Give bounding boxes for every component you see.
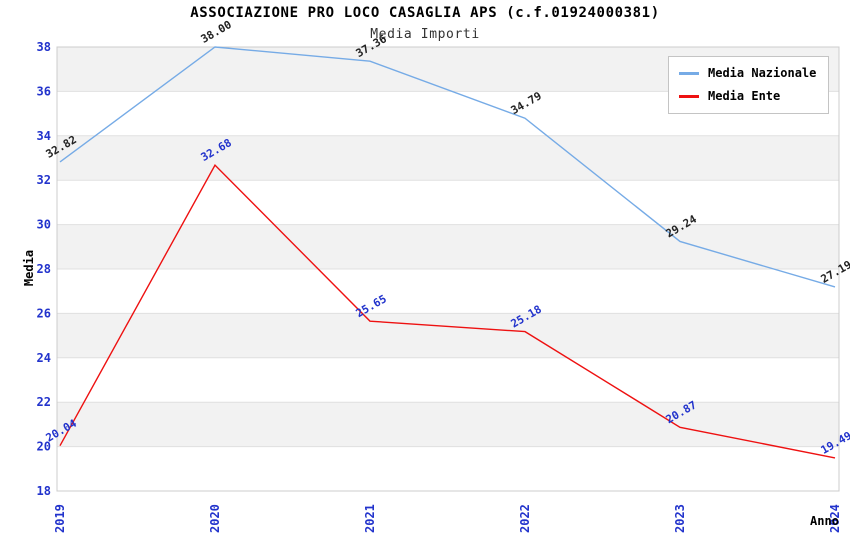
x-tick-label: 2021 xyxy=(363,504,377,533)
y-tick-label: 26 xyxy=(37,306,51,320)
legend-swatch-media-ente xyxy=(679,94,699,98)
y-tick-label: 22 xyxy=(37,395,51,409)
y-tick-label: 24 xyxy=(37,351,51,365)
x-tick-label: 2019 xyxy=(53,504,67,533)
plot-band xyxy=(57,313,839,358)
chart-title: ASSOCIAZIONE PRO LOCO CASAGLIA APS (c.f.… xyxy=(190,5,660,21)
y-tick-label: 30 xyxy=(37,218,51,232)
plot-band xyxy=(57,402,839,447)
plot-border xyxy=(56,46,840,492)
y-tick-label: 28 xyxy=(37,262,51,276)
x-tick-label: 2022 xyxy=(518,504,532,533)
chart-subtitle: Media Importi xyxy=(370,27,480,42)
legend-label-media-ente: Media Ente xyxy=(708,89,781,103)
y-tick-label: 18 xyxy=(37,484,51,498)
y-axis-title: Media xyxy=(22,249,36,287)
x-tick-label: 2024 xyxy=(828,504,842,533)
y-tick-label: 32 xyxy=(37,173,51,187)
legend: Media Nazionale Media Ente xyxy=(668,56,830,114)
data-label: 34.79 xyxy=(509,89,544,117)
legend-label-media-nazionale: Media Nazionale xyxy=(708,66,817,80)
series-line-0 xyxy=(59,46,836,288)
legend-item-media-nazionale: Media Nazionale xyxy=(679,66,816,80)
plot-band xyxy=(57,224,839,269)
x-axis-title: Anno xyxy=(810,514,839,528)
plot-band xyxy=(57,135,839,181)
legend-swatch-media-nazionale xyxy=(679,71,699,75)
y-tick-label: 34 xyxy=(37,129,51,143)
y-tick-label: 38 xyxy=(37,40,51,54)
series-line-1 xyxy=(59,163,836,459)
x-tick-label: 2023 xyxy=(673,504,687,533)
legend-item-media-ente: Media Ente xyxy=(679,89,816,103)
x-tick-label: 2020 xyxy=(208,504,222,533)
y-tick-label: 20 xyxy=(37,440,51,454)
y-tick-label: 36 xyxy=(37,84,51,98)
